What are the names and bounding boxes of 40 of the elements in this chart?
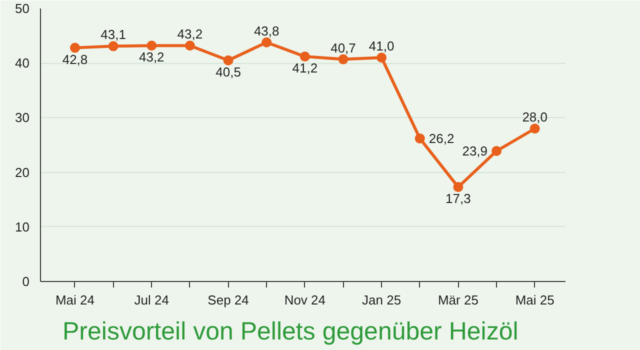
text: Preisvorteil von Pellets gegenüber Heizöl <box>62 318 518 346</box>
point <box>184 40 195 51</box>
data-label: 43,1 <box>100 27 126 42</box>
data-label: 28,0 <box>522 110 548 125</box>
y-tick-label: 0 <box>22 274 30 289</box>
data-label: 40,7 <box>330 40 356 56</box>
data-label: 41,0 <box>368 38 394 54</box>
x-tick-label: Mai 24 <box>55 292 95 308</box>
data-label: 43,2 <box>177 26 203 42</box>
y-tick-label: 40 <box>15 56 30 71</box>
data-label: 41,2 <box>292 60 318 76</box>
x-tick-label: Mär 25 <box>438 292 478 308</box>
point <box>492 146 502 156</box>
y-tick-label: 10 <box>15 219 30 234</box>
point <box>223 55 234 66</box>
point <box>146 40 157 51</box>
data-label: 43,8 <box>254 23 280 38</box>
data-label: 43,2 <box>138 50 164 65</box>
x-tick-label: Jul 24 <box>134 292 169 308</box>
y-tick-label: 30 <box>15 110 30 126</box>
y-tick-label: 50 <box>15 1 30 16</box>
point <box>108 41 118 52</box>
data-label: 26,2 <box>428 130 454 146</box>
data-label: 17,3 <box>446 191 471 206</box>
point <box>453 182 464 192</box>
data-label: 42,8 <box>62 52 88 67</box>
point <box>530 124 540 134</box>
point <box>300 52 310 62</box>
x-tick-label: Nov 24 <box>284 292 326 308</box>
point <box>338 54 348 64</box>
point <box>70 42 80 53</box>
x-tick-label: Jan 25 <box>362 292 402 308</box>
point <box>262 37 272 48</box>
point <box>376 52 387 63</box>
data-label: 23,9 <box>462 144 488 159</box>
data-label: 40,5 <box>216 64 241 80</box>
point <box>414 133 425 144</box>
x-tick-label: Mai 25 <box>515 292 554 308</box>
y-tick-label: 20 <box>15 164 30 180</box>
x-tick-label: Sep 24 <box>208 292 249 308</box>
